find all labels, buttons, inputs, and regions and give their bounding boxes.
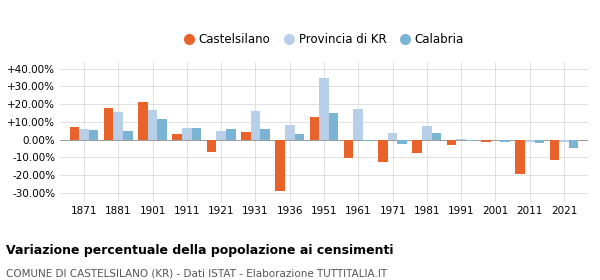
Bar (241, 132, 251, 139)
Bar (481, 139, 491, 142)
Bar (412, 139, 422, 153)
Bar (226, 129, 236, 139)
Bar (378, 139, 388, 162)
Bar (104, 108, 113, 139)
Bar (388, 133, 397, 139)
Text: Variazione percentuale della popolazione ai censimenti: Variazione percentuale della popolazione… (6, 244, 394, 256)
Bar (431, 133, 441, 139)
Bar (363, 139, 373, 141)
Bar (148, 110, 157, 139)
Bar (79, 129, 89, 139)
Bar (447, 139, 457, 145)
Bar (500, 139, 510, 142)
Bar (172, 134, 182, 139)
Bar (207, 139, 217, 152)
Legend: Castelsilano, Provincia di KR, Calabria: Castelsilano, Provincia di KR, Calabria (179, 28, 469, 51)
Bar (491, 139, 500, 141)
Bar (344, 139, 353, 158)
Bar (550, 139, 559, 160)
Bar (251, 111, 260, 139)
Bar (275, 139, 285, 191)
Bar (295, 134, 304, 139)
Bar (515, 139, 525, 174)
Bar (310, 117, 319, 139)
Text: COMUNE DI CASTELSILANO (KR) - Dati ISTAT - Elaborazione TUTTITALIA.IT: COMUNE DI CASTELSILANO (KR) - Dati ISTAT… (6, 269, 387, 279)
Bar (182, 128, 191, 139)
Bar (525, 139, 535, 142)
Bar (113, 112, 123, 139)
Bar (285, 125, 295, 139)
Bar (138, 102, 148, 139)
Bar (260, 129, 270, 139)
Bar (89, 130, 98, 139)
Bar (70, 127, 79, 139)
Bar (397, 139, 407, 144)
Bar (329, 113, 338, 139)
Bar (123, 131, 133, 139)
Bar (569, 139, 578, 148)
Bar (559, 139, 569, 142)
Bar (191, 128, 201, 139)
Bar (422, 126, 431, 139)
Bar (319, 78, 329, 139)
Bar (157, 119, 167, 139)
Bar (217, 131, 226, 139)
Bar (353, 109, 363, 139)
Bar (466, 139, 476, 141)
Bar (535, 139, 544, 143)
